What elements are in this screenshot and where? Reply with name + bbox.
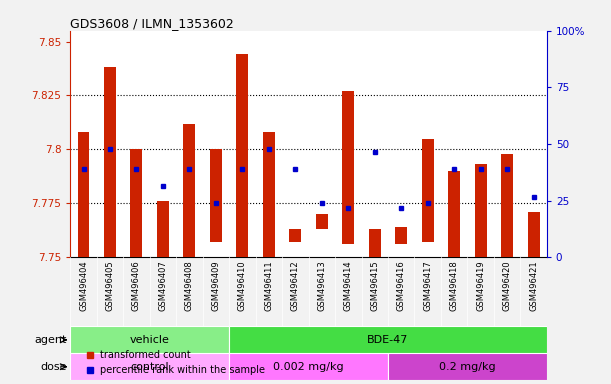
Text: BDE-47: BDE-47 [367,335,409,345]
Text: GSM496409: GSM496409 [211,261,221,311]
Text: GSM496418: GSM496418 [450,261,459,311]
Bar [104,68,116,257]
Text: agent: agent [35,335,67,345]
Bar [236,55,248,257]
Text: GSM496416: GSM496416 [397,261,406,311]
Bar [263,132,275,257]
Text: GSM496411: GSM496411 [265,261,273,311]
Bar [131,149,142,257]
Bar [210,149,222,242]
Text: GSM496415: GSM496415 [370,261,379,311]
Text: 0.002 mg/kg: 0.002 mg/kg [273,362,344,372]
Text: GSM496406: GSM496406 [132,261,141,311]
Text: GSM496408: GSM496408 [185,261,194,311]
Bar [388,353,547,380]
Bar [448,171,460,257]
Text: control: control [130,362,169,372]
Text: GSM496405: GSM496405 [106,261,114,311]
Text: dose: dose [41,362,67,372]
Text: GSM496417: GSM496417 [423,261,432,311]
Bar [422,139,434,242]
Text: GSM496420: GSM496420 [503,261,511,311]
Bar [475,164,486,257]
Bar [342,91,354,244]
Bar [70,353,229,380]
Bar [157,201,169,257]
Bar [395,227,407,244]
Bar [229,326,547,353]
Text: GSM496414: GSM496414 [344,261,353,311]
Text: 0.2 mg/kg: 0.2 mg/kg [439,362,496,372]
Bar [316,214,327,229]
Bar [229,353,388,380]
Text: GSM496412: GSM496412 [291,261,300,311]
Text: GDS3608 / ILMN_1353602: GDS3608 / ILMN_1353602 [70,17,234,30]
Bar [70,326,229,353]
Text: GSM496419: GSM496419 [476,261,485,311]
Text: GSM496407: GSM496407 [158,261,167,311]
Bar [501,154,513,257]
Bar [528,212,540,257]
Text: vehicle: vehicle [130,335,170,345]
Text: GSM496404: GSM496404 [79,261,88,311]
Text: GSM496421: GSM496421 [529,261,538,311]
Text: GSM496413: GSM496413 [317,261,326,311]
Bar [369,229,381,257]
Text: GSM496410: GSM496410 [238,261,247,311]
Bar [183,124,196,257]
Bar [78,132,89,257]
Bar [290,229,301,242]
Legend: transformed count, percentile rank within the sample: transformed count, percentile rank withi… [81,346,269,379]
